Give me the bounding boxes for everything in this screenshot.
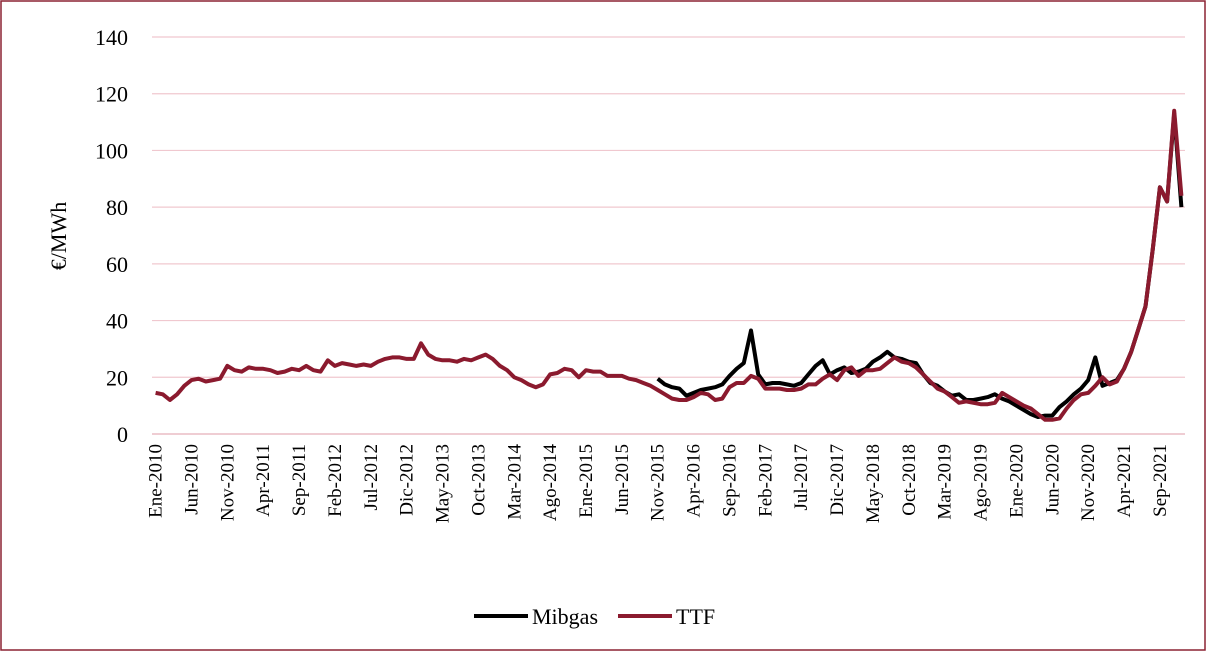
x-tick-label: Nov-2015 [648,444,669,521]
y-tick-label: 100 [95,138,128,163]
x-tick-label: Mar-2014 [504,444,525,520]
x-tick-label: Oct-2013 [468,444,489,516]
y-tick-label: 40 [106,309,128,334]
x-tick-label: Mar-2019 [935,444,956,520]
x-tick-label: Apr-2016 [684,444,705,518]
y-tick-label: 20 [106,365,128,390]
series-line [155,108,1184,422]
y-tick-label: 140 [95,25,128,50]
y-axis-label: €/MWh [46,202,71,270]
x-tick-label: May-2013 [433,444,454,523]
x-tick-label: Jun-2010 [181,444,202,515]
x-tick-label: Apr-2021 [1114,444,1135,518]
x-tick-label: Nov-2020 [1078,444,1099,521]
x-tick-label: Apr-2011 [253,444,274,517]
x-tick-label: Jun-2015 [612,444,633,515]
x-tick-label: Sep-2021 [1150,444,1171,517]
x-tick-label: Ene-2015 [576,444,597,518]
x-tick-label: Oct-2018 [899,444,920,516]
legend-label: Mibgas [532,604,598,629]
y-tick-label: 80 [106,195,128,220]
x-tick-label: Jun-2020 [1042,444,1063,515]
x-tick-label: Ene-2010 [146,444,167,518]
legend-label: TTF [676,604,715,629]
y-tick-label: 120 [95,82,128,107]
x-tick-label: Ago-2014 [540,444,561,522]
x-tick-label: Dic-2017 [827,444,848,516]
x-tick-label: Ene-2020 [1006,444,1027,518]
x-tick-label: May-2018 [863,444,884,523]
x-tick-label: Ago-2019 [971,444,992,521]
x-tick-label: Sep-2011 [289,444,310,516]
x-tick-label: Feb-2017 [755,444,776,517]
x-tick-label: Dic-2012 [397,444,418,516]
x-tick-label: Jul-2012 [361,444,382,511]
x-tick-label: Feb-2012 [325,444,346,517]
y-tick-label: 0 [117,422,128,447]
x-tick-label: Sep-2016 [719,444,740,517]
x-tick-label: Nov-2010 [217,444,238,521]
y-tick-label: 60 [106,252,128,277]
x-tick-label: Jul-2017 [791,444,812,511]
